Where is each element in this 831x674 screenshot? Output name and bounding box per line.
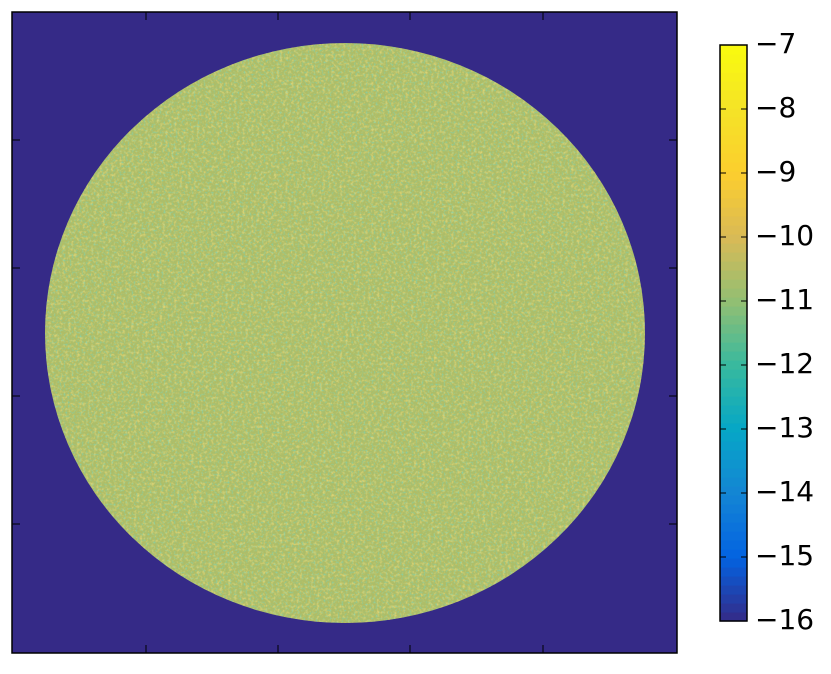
colorbar-step — [720, 54, 747, 64]
colorbar-step — [720, 189, 747, 199]
colorbar-step — [720, 261, 747, 271]
colorbar-tick-label: −10 — [755, 219, 814, 252]
axes-frame — [11, 11, 678, 654]
colorbar-step — [720, 135, 747, 145]
colorbar-step — [720, 594, 747, 604]
colorbar-step — [720, 324, 747, 334]
colorbar-frame — [719, 44, 748, 622]
colorbar-step — [720, 252, 747, 262]
colorbar-step — [720, 333, 747, 343]
colorbar-step — [720, 108, 747, 118]
colorbar-step — [720, 342, 747, 352]
colorbar-step — [720, 378, 747, 388]
colorbar-step — [720, 63, 747, 73]
axis-ticks — [12, 12, 677, 653]
colorbar-step — [720, 360, 747, 370]
colorbar-step — [720, 450, 747, 460]
colorbar-step — [720, 216, 747, 226]
colorbar-step — [720, 117, 747, 127]
colorbar-step — [720, 369, 747, 379]
colorbar-step — [720, 441, 747, 451]
colorbar-step — [720, 414, 747, 424]
colorbar-step — [720, 549, 747, 559]
colorbar-step — [720, 207, 747, 217]
colorbar-step — [720, 531, 747, 541]
colorbar-step — [720, 513, 747, 523]
colorbar-step — [720, 45, 747, 55]
colorbar-step — [720, 423, 747, 433]
colorbar-step — [720, 315, 747, 325]
colorbar-step — [720, 90, 747, 100]
colorbar-step — [720, 612, 747, 622]
colorbar-step — [720, 180, 747, 190]
colorbar-step — [720, 162, 747, 172]
disk-texture — [45, 43, 645, 623]
colorbar-step — [720, 405, 747, 415]
colorbar-tick-label: −7 — [755, 27, 796, 60]
colorbar-step — [720, 522, 747, 532]
colorbar-step — [720, 585, 747, 595]
colorbar-step — [720, 225, 747, 235]
colorbar-step — [720, 486, 747, 496]
colorbar-tick-label: −12 — [755, 347, 814, 380]
colorbar: −7 −8 −9 −10 −11 −12 −13 −14 −15 −16 — [719, 27, 814, 636]
colorbar-step — [720, 153, 747, 163]
colorbar-step — [720, 270, 747, 280]
colorbar-step — [720, 288, 747, 298]
colorbar-step — [720, 171, 747, 181]
colorbar-tick-label: −8 — [755, 91, 796, 124]
plot-area — [12, 12, 677, 653]
colorbar-step — [720, 504, 747, 514]
colorbar-step — [720, 576, 747, 586]
colorbar-tick-label: −9 — [755, 155, 796, 188]
colorbar-step — [720, 234, 747, 244]
colorbar-step — [720, 567, 747, 577]
colorbar-step — [720, 540, 747, 550]
colorbar-step — [720, 198, 747, 208]
colorbar-tick-label: −16 — [755, 603, 814, 636]
colorbar-step — [720, 477, 747, 487]
colorbar-step — [720, 603, 747, 613]
colorbar-step — [720, 351, 747, 361]
colorbar-step — [720, 279, 747, 289]
colorbar-step — [720, 99, 747, 109]
colorbar-step — [720, 126, 747, 136]
texture-cool — [45, 43, 645, 623]
colorbar-step — [720, 432, 747, 442]
colorbar-step — [720, 396, 747, 406]
colorbar-step — [720, 81, 747, 91]
colorbar-step — [720, 144, 747, 154]
colorbar-step — [720, 243, 747, 253]
colorbar-tick-label: −14 — [755, 475, 814, 508]
colorbar-step — [720, 459, 747, 469]
colorbar-tick-label: −11 — [755, 283, 814, 316]
colorbar-tick-label: −15 — [755, 539, 814, 572]
colorbar-step — [720, 495, 747, 505]
colorbar-step — [720, 387, 747, 397]
colorbar-tick-label: −13 — [755, 411, 814, 444]
colorbar-step — [720, 72, 747, 82]
colorbar-step — [720, 558, 747, 568]
colorbar-step — [720, 297, 747, 307]
colorbar-step — [720, 468, 747, 478]
colorbar-step — [720, 306, 747, 316]
